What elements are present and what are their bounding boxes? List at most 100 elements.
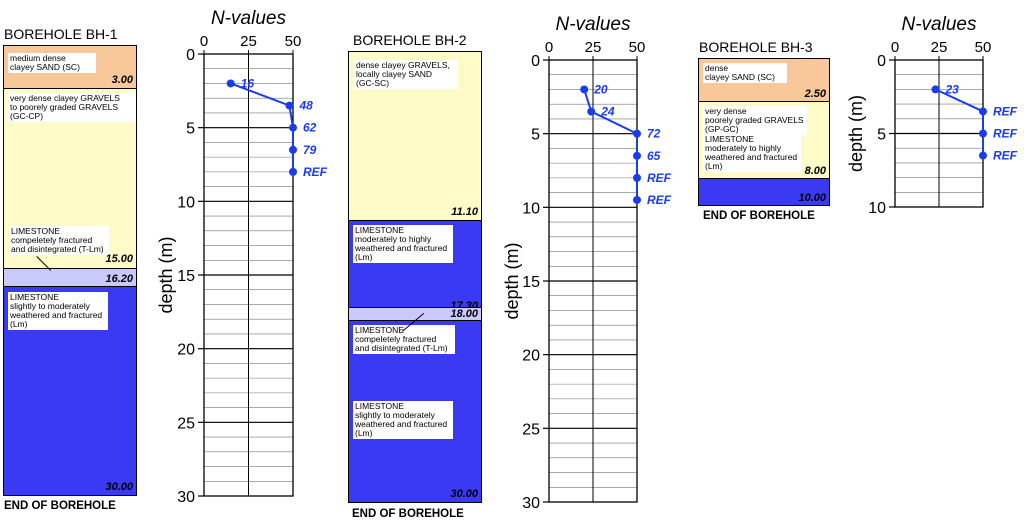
plot2-y-tick-label: 5 [531,127,540,144]
bh2-layer-desc: LIMESTONE slightly to moderately weather… [353,401,453,439]
plot2-data-point [633,173,641,182]
bh3-depth-label: 10.00 [798,192,826,204]
plot2-data-point [633,129,641,138]
bh2-layer-lm-upper: LIMESTONE moderately to highly weathered… [349,220,481,313]
bh2-title: BOREHOLE BH-2 [353,32,467,48]
plot1-y-tick-label: 0 [186,47,195,64]
plot1-data-label: 16 [241,76,255,90]
plot1-y-tick-label: 5 [186,121,195,138]
plot3-data-label: REF [993,127,1018,141]
plot1-x-tick-label: 50 [285,33,302,50]
bh2-log: dense clayey GRAVELS, locally clayey SAN… [348,51,482,503]
bh2-layer-lm-lower: LIMESTONE compeletely fractured and disi… [349,320,481,502]
plot2-y-tick-label: 0 [531,53,540,70]
bh1-log: medium dense clayey SAND (SC) 3.00 very … [3,45,137,496]
plot3-data-point [979,129,987,138]
plot2-ylabel: depth (m) [502,242,522,319]
plot2-x-tick-label: 25 [585,39,602,56]
plot3-title: N-values [902,14,977,35]
plot3-data-label: 23 [944,82,959,96]
bh2-layer-gravel: dense clayey GRAVELS, locally clayey SAN… [349,52,481,220]
bh1-layer-desc: LIMESTONE compeletely fractured and disi… [9,226,109,255]
bh2-end-label: END OF BOREHOLE [352,508,464,520]
plot3-series-line [935,88,984,156]
plot1-ylabel: depth (m) [156,236,176,313]
plot2-data-point [633,195,641,204]
plot3-ylabel: depth (m) [846,95,866,172]
bh3-log: dense clayey SAND (SC) 2.50 very dense p… [698,58,830,206]
plot2-x-tick-label: 0 [545,39,553,56]
plot2-y-tick-label: 25 [522,421,540,438]
plot1-data-label: 62 [303,121,317,135]
plot3-x-tick-label: 25 [931,39,948,56]
bh2-layer-tlm: 18.00 [349,307,481,320]
bh3-layer-gravel: very dense poorely graded GRAVELS (GP-GC… [699,101,829,178]
plot1-y-tick-label: 30 [177,489,195,506]
plot1-data-label: REF [303,165,328,179]
plot2-y-tick-label: 30 [522,495,540,512]
plot2-y-tick-label: 10 [522,200,540,217]
plot3-x-tick-label: 0 [891,39,899,56]
bh1-depth-label: 3.00 [111,74,133,86]
plot1-y-tick-label: 20 [177,342,195,359]
bh2-depth-label: 30.00 [450,488,478,500]
plot2-title: N-values [556,14,631,35]
bh1-end-label: END OF BOREHOLE [4,500,116,512]
bh1-layer-sand: medium dense clayey SAND (SC) 3.00 [4,46,136,88]
plot1-x-tick-label: 0 [200,33,208,50]
plot2-x-tick-label: 50 [629,39,646,56]
plot1-y-tick-label: 15 [177,268,195,285]
bh3-layer-desc: LIMESTONE moderately to highly weathered… [703,134,801,172]
bh2-layer-desc: dense clayey GRAVELS, locally clayey SAN… [354,60,458,89]
bh3-title: BOREHOLE BH-3 [699,39,813,55]
plot3-y-tick-label: 5 [877,127,886,144]
bh1-layer-desc: medium dense clayey SAND (SC) [8,53,96,73]
bh3-layer-desc: very dense poorely graded GRAVELS (GP-GC… [703,106,807,135]
plot1-data-label: 48 [298,99,313,113]
plot1-data-point [226,79,235,88]
plot3-data-label: REF [993,149,1018,163]
plot2-data-label: REF [647,193,672,207]
plot3-data-label: REF [993,104,1018,118]
plot3-data-point [979,107,987,116]
bh1-layer-desc: very dense clayey GRAVELS to poorely gra… [8,93,136,122]
plot3-data-point [979,151,987,160]
bh3-layer-desc: dense clayey SAND (SC) [703,63,787,83]
plot1-x-tick-label: 25 [240,33,257,50]
plot1-data-point [289,145,297,154]
bh1-depth-label: 30.00 [105,481,133,493]
bh3-layer-sand: dense clayey SAND (SC) 2.50 [699,59,829,101]
bh1-title: BOREHOLE BH-1 [4,26,118,42]
plot2-y-tick-label: 15 [522,274,540,291]
plot2-data-label: 20 [593,82,608,96]
plot2-data-label: 72 [647,127,661,141]
plot2-data-label: 65 [647,149,661,163]
plot1-data-point [285,101,294,110]
bh1-layer-lm: LIMESTONE slightly to moderately weather… [4,286,136,495]
plot1-y-tick-label: 10 [177,194,195,211]
plot3-y-tick-label: 0 [877,53,886,70]
plot3-x-tick-label: 50 [975,39,992,56]
bh3-depth-label: 8.00 [804,165,826,177]
plot2-data-label: REF [647,171,672,185]
bh2-depth-label: 18.00 [450,308,478,320]
bh3-layer-lm: 10.00 [699,178,829,205]
plot2-y-tick-label: 20 [522,348,540,365]
plot3-y-tick-label: 10 [868,200,886,217]
plot2-data-point [587,107,596,116]
bh3-depth-label: 2.50 [804,88,826,100]
plot2-data-label: 24 [600,105,615,119]
plot1-data-label: 79 [303,143,317,157]
plot1-data-point [289,123,297,132]
plot2-data-point [633,151,641,160]
plot1-title: N-values [211,8,286,29]
bh1-layer-desc: LIMESTONE slightly to moderately weather… [8,292,108,330]
plot2-data-point [580,85,589,94]
bh1-depth-label: 15.00 [105,253,133,265]
bh2-depth-label: 11.10 [451,206,478,218]
plot3-data-point [931,85,940,94]
bh2-layer-desc: LIMESTONE moderately to highly weathered… [353,225,453,263]
bh3-end-label: END OF BOREHOLE [703,210,815,222]
plot1-data-point [289,167,297,176]
